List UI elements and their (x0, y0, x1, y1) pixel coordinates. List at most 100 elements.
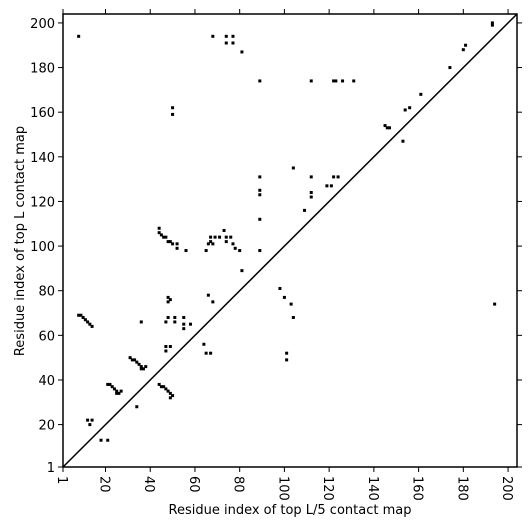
contact-point (81, 315, 85, 319)
contact-point (139, 367, 143, 371)
contact-point (171, 106, 175, 110)
contact-point (128, 356, 132, 360)
contact-point (119, 389, 123, 393)
y-tick-label: 1 (47, 461, 55, 476)
contact-point (204, 351, 208, 355)
y-tick-label: 40 (38, 374, 55, 389)
contact-point (204, 249, 208, 253)
contact-point (182, 315, 186, 319)
contact-point (258, 175, 262, 179)
x-tick-label: 40 (141, 476, 156, 493)
contact-point (133, 358, 137, 362)
contact-point (291, 166, 295, 170)
contact-point (336, 175, 340, 179)
contact-point (224, 34, 228, 38)
contact-point (285, 358, 289, 362)
contact-point (490, 23, 494, 27)
contact-point (175, 242, 179, 246)
x-tick-label: 20 (96, 476, 111, 493)
contact-point (90, 324, 94, 328)
contact-point (206, 293, 210, 297)
contact-point (213, 235, 217, 239)
contact-point (231, 41, 235, 45)
contact-point (383, 124, 387, 128)
contact-point (464, 43, 468, 47)
contact-point (184, 249, 188, 253)
plot-frame (62, 13, 518, 468)
contact-point (77, 313, 81, 317)
contact-point (188, 322, 192, 326)
contact-point (106, 438, 110, 442)
contact-point (309, 195, 313, 199)
contact-point (182, 322, 186, 326)
contact-point (334, 79, 338, 83)
contact-point (168, 391, 172, 395)
contact-point (86, 418, 90, 422)
contact-point (403, 108, 407, 112)
contact-point (173, 315, 177, 319)
contact-point (139, 365, 143, 369)
contact-point (282, 295, 286, 299)
x-axis-label: Residue index of top L/5 contact map (169, 503, 412, 518)
contact-point (168, 298, 172, 302)
contact-point (332, 79, 336, 83)
contact-point (117, 391, 121, 395)
contact-point (209, 351, 213, 355)
contact-point (231, 34, 235, 38)
contact-point (303, 208, 307, 212)
contact-point (83, 318, 87, 322)
contact-point (166, 240, 170, 244)
contact-point (233, 246, 237, 250)
contact-point (139, 320, 143, 324)
contact-point (206, 242, 210, 246)
x-tick-label: 60 (186, 476, 201, 493)
contact-point (240, 50, 244, 54)
contact-point (99, 438, 103, 442)
contact-point (157, 226, 161, 230)
contact-point (289, 302, 293, 306)
contact-point (171, 242, 175, 246)
contact-point (341, 79, 345, 83)
contact-point (258, 188, 262, 192)
contact-point (309, 79, 313, 83)
contact-point (224, 41, 228, 45)
contact-point (168, 240, 172, 244)
contact-point (231, 242, 235, 246)
contact-point (162, 385, 166, 389)
contact-point (309, 191, 313, 195)
contact-point (86, 320, 90, 324)
contact-point (224, 240, 228, 244)
contact-point (309, 175, 313, 179)
y-axis-label: Residue index of top L contact map (13, 126, 28, 356)
y-tick-label: 160 (30, 106, 55, 121)
contact-point (77, 34, 81, 38)
contact-point (159, 233, 163, 237)
contact-point (408, 106, 412, 110)
contact-point (166, 295, 170, 299)
contact-point (142, 367, 146, 371)
contact-point (493, 302, 497, 306)
contact-point (79, 313, 83, 317)
contact-point (278, 286, 282, 290)
contact-point (157, 231, 161, 235)
contact-point (164, 320, 168, 324)
contact-point (258, 79, 262, 83)
x-tick-label: 80 (231, 476, 246, 493)
y-tick-label: 80 (38, 285, 55, 300)
contact-point (209, 235, 213, 239)
contact-point (166, 389, 170, 393)
contact-point (240, 269, 244, 273)
y-tick-label: 100 (30, 240, 55, 255)
contact-point (258, 249, 262, 253)
diagonal-line (62, 13, 518, 468)
contact-point (162, 235, 166, 239)
contact-point (332, 175, 336, 179)
x-tick-label: 140 (365, 476, 380, 501)
contact-point (137, 362, 141, 366)
contact-point (352, 79, 356, 83)
contact-point (130, 358, 134, 362)
contact-point (209, 240, 213, 244)
contact-point (258, 217, 262, 221)
y-tick-label: 20 (38, 419, 55, 434)
contact-point (164, 349, 168, 353)
